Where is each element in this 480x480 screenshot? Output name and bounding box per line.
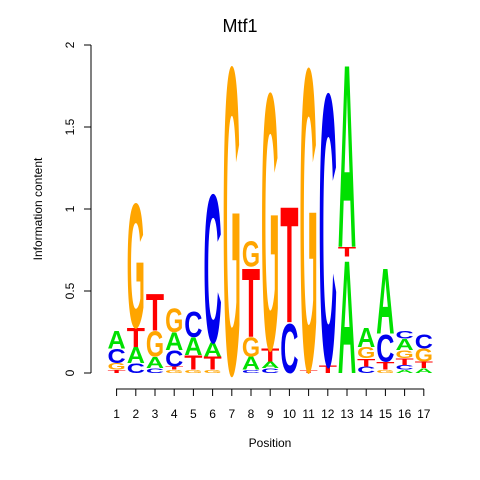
logo-letter-t: T xyxy=(415,360,434,370)
logo-letter-t: T xyxy=(165,366,183,371)
y-axis-label: Information content xyxy=(31,157,45,260)
y-tick-label: 1.5 xyxy=(63,118,77,135)
x-axis-ticks: 1 2 3 4 5 6 7 8 9 10 11 12 13 14 15 16 17 xyxy=(113,389,431,421)
logo-letter-t: T xyxy=(242,249,260,359)
logo-letter-t: T xyxy=(357,356,375,369)
logo-letter-a: A xyxy=(261,360,280,370)
logo-letter-g: G xyxy=(165,369,183,374)
logo-letter-c: C xyxy=(184,304,202,345)
x-tick-label: 11 xyxy=(302,407,315,421)
logo-letter-g: G xyxy=(376,369,394,374)
logo-letter-c: C xyxy=(357,365,376,375)
logo-letter-t: T xyxy=(204,354,222,374)
x-tick-label: 10 xyxy=(283,407,297,421)
logo-letter-t: T xyxy=(319,363,337,376)
logo-letter-a: A xyxy=(415,367,433,375)
x-tick-label: 14 xyxy=(360,407,374,421)
logo-letter-g: G xyxy=(127,166,145,365)
logo-letter-t: T xyxy=(396,357,415,367)
logo-letter-g: G xyxy=(146,324,164,364)
logo-letter-a: A xyxy=(108,326,126,354)
logo-letter-c: C xyxy=(415,330,433,353)
x-tick-label: 13 xyxy=(340,407,354,421)
x-tick-label: 7 xyxy=(228,407,235,421)
x-tick-label: 17 xyxy=(417,407,431,421)
logo-letter-g: G xyxy=(261,18,279,427)
logo-letter-g: G xyxy=(415,346,433,366)
logo-letter-g: G xyxy=(165,302,183,341)
logo-letter-t: T xyxy=(261,346,279,366)
logo-letter-g: G xyxy=(108,362,126,372)
x-tick-label: 2 xyxy=(132,407,139,421)
logo-letter-a: A xyxy=(127,343,145,369)
logo-letter-t: T xyxy=(300,369,318,374)
x-tick-label: 9 xyxy=(267,407,274,421)
logo-letter-c: C xyxy=(146,367,164,375)
x-tick-label: 16 xyxy=(398,407,412,421)
x-tick-label: 5 xyxy=(190,407,197,421)
logo-letter-a: A xyxy=(165,328,183,356)
logo-letter-a: A xyxy=(204,338,222,361)
logo-letter-a: A xyxy=(146,354,164,371)
x-tick-label: 1 xyxy=(113,407,120,421)
logo-letter-a: A xyxy=(396,369,414,374)
x-tick-label: 4 xyxy=(171,407,178,421)
logo-letter-c: C xyxy=(261,367,279,375)
logo-letter-g: G xyxy=(300,0,318,462)
logo-letter-t: T xyxy=(184,352,203,374)
chart-title: Mtf1 xyxy=(222,16,257,36)
y-tick-label: 1 xyxy=(63,205,77,212)
logo-letter-g: G xyxy=(223,0,241,466)
y-tick-label: 0 xyxy=(63,369,77,376)
logo-letter-a: A xyxy=(184,333,202,361)
logo-letter-t: T xyxy=(146,284,164,343)
logo-letter-a: A xyxy=(357,322,375,353)
x-tick-label: 15 xyxy=(379,407,393,421)
logo-letter-a: A xyxy=(242,353,260,374)
logo-letter-c: C xyxy=(165,347,183,373)
logo-letter-g: G xyxy=(357,345,375,363)
logo-letter-c: C xyxy=(127,362,146,377)
logo-letter-t: T xyxy=(108,369,126,374)
logo-letter-c: C xyxy=(204,149,222,386)
x-tick-label: 12 xyxy=(321,407,335,421)
x-tick-label: 3 xyxy=(152,407,159,421)
y-tick-label: 2 xyxy=(63,41,77,48)
logo-letter-c: C xyxy=(280,310,298,389)
logo-letter-t: T xyxy=(338,244,356,259)
logo-letter-c: C xyxy=(108,344,126,367)
y-tick-label: 0.5 xyxy=(63,282,77,299)
logo-letter-a: A xyxy=(338,12,356,303)
logo-letter-c: C xyxy=(396,363,414,371)
logo-letter-c: C xyxy=(396,329,414,342)
logo-letter-t: T xyxy=(376,360,394,373)
logo-letter-t: T xyxy=(127,323,146,354)
logo-letter-c: C xyxy=(242,369,260,374)
logo-letter-t: T xyxy=(280,173,298,358)
logo-letter-c: C xyxy=(319,13,337,448)
logo-letter-g: G xyxy=(396,348,414,361)
logo-letter-g: G xyxy=(242,234,260,274)
logo-letter-g: G xyxy=(242,333,260,363)
x-tick-label: 8 xyxy=(248,407,255,421)
logo-letter-a: A xyxy=(376,250,394,354)
x-tick-label: 6 xyxy=(209,407,216,421)
logo-letter-c: C xyxy=(376,326,394,370)
y-axis-ticks: 0 0.5 1 1.5 2 xyxy=(63,41,91,376)
x-axis-label: Position xyxy=(249,436,292,450)
logo-letter-g: G xyxy=(184,369,202,374)
logo-letter-g: G xyxy=(204,369,222,374)
logo-letter-a: A xyxy=(338,226,356,408)
logo-letter-a: A xyxy=(396,336,414,353)
